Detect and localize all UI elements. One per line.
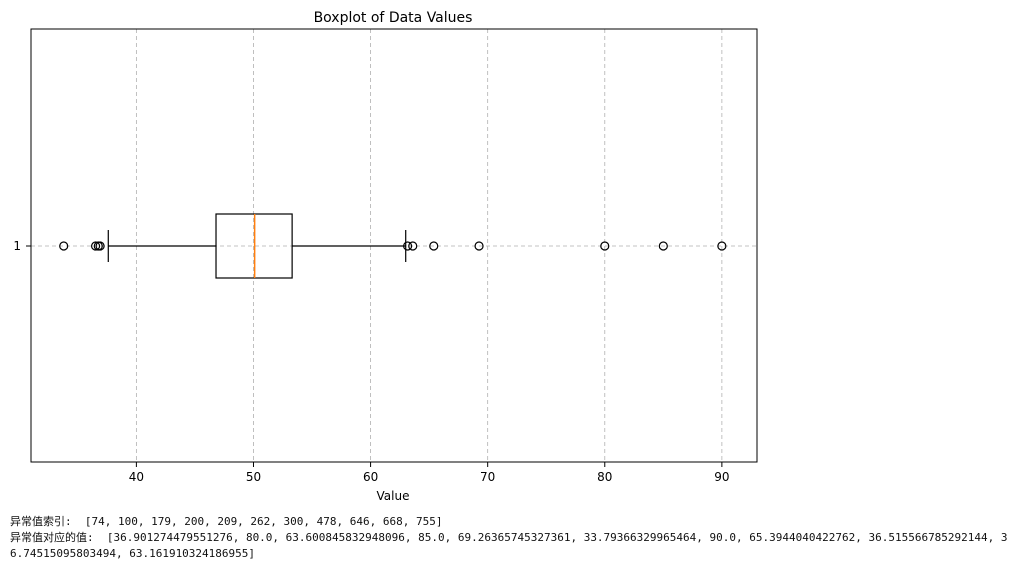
box-layer	[59, 213, 727, 279]
outlier-point	[658, 241, 668, 251]
y-tick-label: 1	[13, 239, 21, 253]
tick-layer: 40 50 60 70 80 90 1	[13, 239, 729, 484]
console-outlier-values: 异常值对应的值: [36.901274479551276, 80.0, 63.6…	[10, 530, 1008, 562]
boxplot-chart: Boxplot of Data Values 40 50 60 70 80 90 1 Val…	[13, 10, 758, 503]
console-outlier-indices: 异常值索引: [74, 100, 179, 200, 209, 262, 300…	[10, 515, 443, 528]
outlier-point	[408, 241, 418, 251]
outlier-point	[95, 241, 105, 251]
x-tick-label: 60	[363, 470, 378, 484]
x-tick-label: 90	[714, 470, 729, 484]
chart-title: Boxplot of Data Values	[314, 10, 473, 26]
x-tick-label: 80	[597, 470, 612, 484]
outlier-point	[403, 241, 413, 251]
x-tick-label: 40	[129, 470, 144, 484]
outlier-point	[717, 241, 727, 251]
outlier-point	[59, 241, 69, 251]
console-outlier-values-part2: 6.74515095803494, 63.161910324186955]	[10, 547, 256, 560]
outlier-point	[429, 241, 439, 251]
outlier-point	[600, 241, 610, 251]
outlier-point	[474, 241, 484, 251]
x-axis-label: Value	[377, 489, 410, 503]
console-outlier-values-part1: 异常值对应的值: [36.901274479551276, 80.0, 63.6…	[10, 531, 1008, 544]
x-tick-label: 50	[246, 470, 261, 484]
outlier-point	[90, 241, 101, 251]
x-tick-label: 70	[480, 470, 495, 484]
